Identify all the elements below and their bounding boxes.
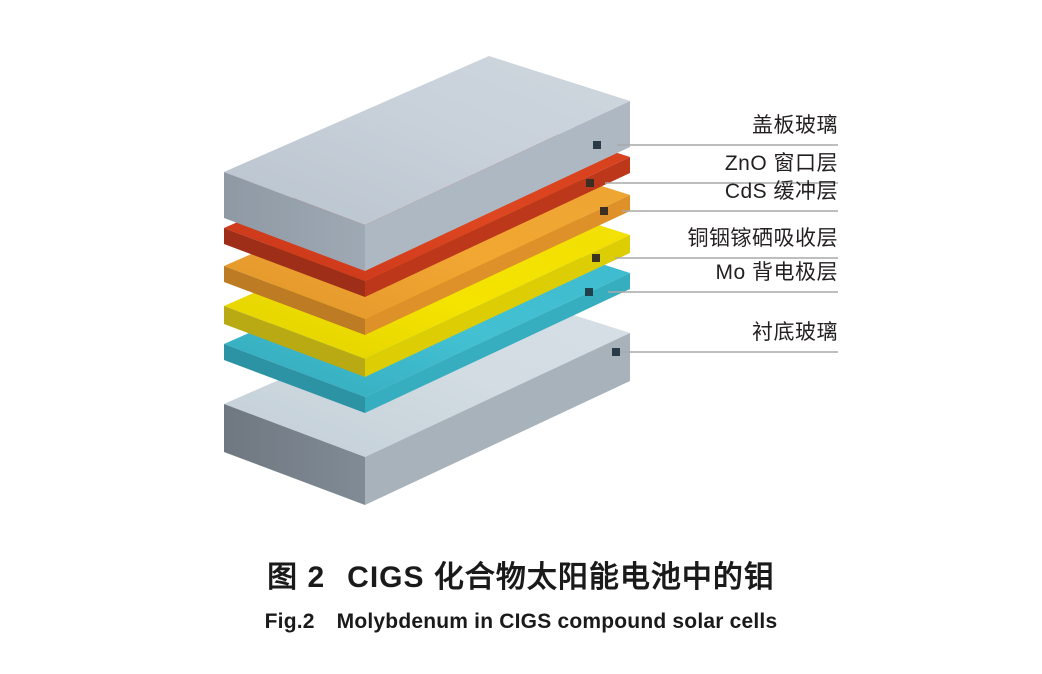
layer-label-cover-glass: 盖板玻璃 (752, 114, 838, 137)
leader-dot-cds-buffer (600, 207, 608, 215)
figure-caption-en-text: Molybdenum in CIGS compound solar cells (336, 610, 778, 633)
layer-label-zno-window: ZnO 窗口层 (724, 152, 838, 175)
layer-cover-glass (224, 56, 630, 271)
layer-label-cigs-absorber: 铜铟镓硒吸收层 (687, 227, 838, 250)
leader-lines-group (585, 141, 838, 356)
layer-label-cds-buffer: CdS 缓冲层 (724, 180, 838, 203)
figure-caption-english: Fig.2 Molybdenum in CIGS compound solar c… (0, 610, 1042, 634)
layer-label-substrate-glass: 衬底玻璃 (752, 321, 838, 344)
layer-label-mo-back-contact: Mo 背电极层 (715, 261, 838, 284)
figure-caption-chinese: 图 2 CIGS 化合物太阳能电池中的钼 (0, 552, 1042, 596)
figure-caption-en-prefix: Fig.2 (264, 610, 315, 633)
leader-dot-cover-glass (593, 141, 601, 149)
leader-dot-cigs-absorber (592, 254, 600, 262)
figure-caption-cn-text: CIGS 化合物太阳能电池中的钼 (347, 561, 775, 594)
leader-dot-zno-window (586, 179, 594, 187)
leader-dot-substrate-glass (612, 348, 620, 356)
figure-caption-cn-prefix: 图 2 (267, 561, 326, 594)
leader-dot-mo-back-contact (585, 288, 593, 296)
